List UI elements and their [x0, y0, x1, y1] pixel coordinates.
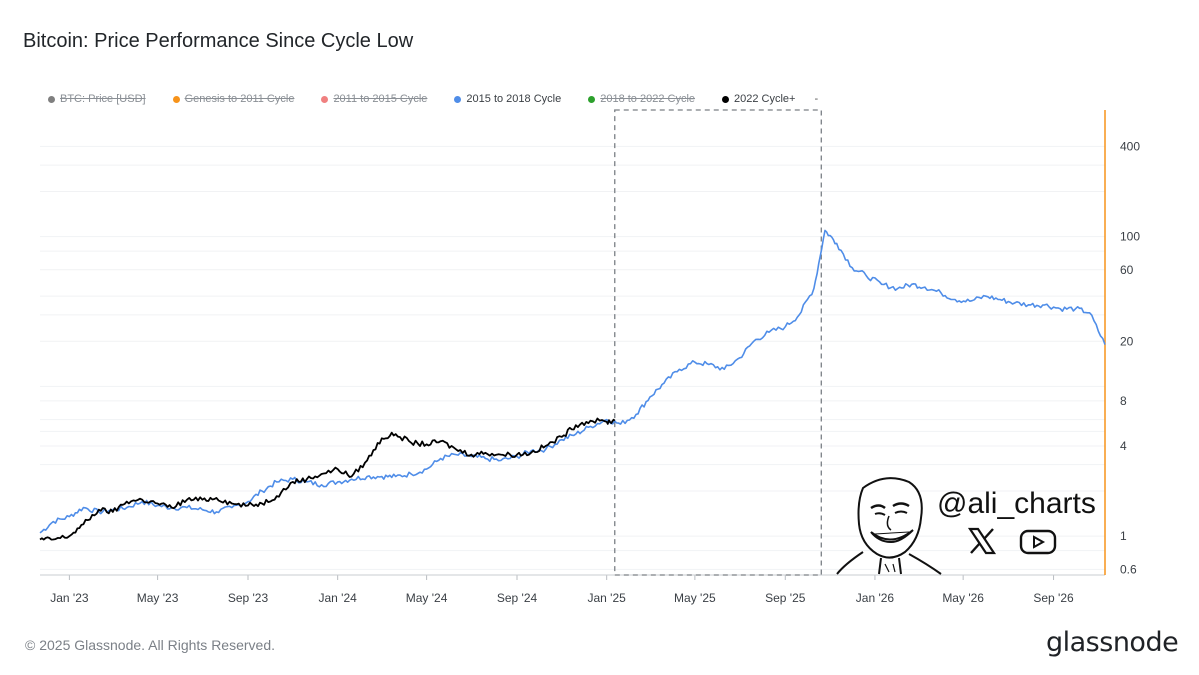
- y-tick-label: 4: [1120, 439, 1127, 453]
- x-tick-label: May '25: [674, 591, 716, 605]
- x-tick-label: Sep '25: [765, 591, 806, 605]
- y-tick-label: 1: [1120, 529, 1127, 543]
- x-tick-label: Jan '23: [50, 591, 89, 605]
- legend: BTC: Price [USD] Genesis to 2011 Cycle 2…: [48, 93, 818, 105]
- legend-label: Genesis to 2011 Cycle: [184, 93, 295, 105]
- youtube-icon: [1019, 529, 1057, 555]
- legend-label: 2015 to 2018 Cycle: [466, 93, 562, 105]
- x-logo-icon: [967, 527, 997, 555]
- y-tick-label: 60: [1120, 263, 1134, 277]
- legend-dot-icon: [722, 95, 730, 103]
- x-tick-label: May '23: [137, 591, 179, 605]
- x-tick-label: Sep '26: [1033, 591, 1074, 605]
- series-line-2022-cycle: [39, 417, 616, 541]
- legend-label: BTC: Price [USD]: [60, 93, 146, 105]
- x-tick-label: Sep '24: [497, 591, 538, 605]
- y-tick-label: 400: [1120, 139, 1140, 153]
- legend-more-toggle[interactable]: -: [814, 93, 819, 105]
- series-line-2015-2018: [39, 229, 1106, 534]
- legend-dot-icon: [588, 95, 596, 103]
- x-tick-label: Jan '25: [588, 591, 627, 605]
- highlight-region-box: [614, 109, 822, 576]
- x-tick-label: May '24: [406, 591, 448, 605]
- glassnode-logo: glassnode: [1046, 627, 1179, 658]
- y-tick-label: 0.6: [1120, 562, 1137, 576]
- legend-item-2022-cycle[interactable]: 2022 Cycle+: [722, 93, 795, 105]
- x-tick-label: May '26: [942, 591, 984, 605]
- legend-item-genesis-2011[interactable]: Genesis to 2011 Cycle: [172, 93, 295, 105]
- y-tick-label: 8: [1120, 394, 1127, 408]
- legend-label: 2022 Cycle+: [734, 93, 796, 105]
- copyright-footer: © 2025 Glassnode. All Rights Reserved.: [25, 637, 276, 653]
- legend-dot-icon: [454, 95, 462, 103]
- legend-dot-icon: [48, 95, 55, 103]
- watermark-handle: @ali_charts: [937, 487, 1096, 520]
- x-tick-label: Jan '26: [856, 591, 895, 605]
- legend-dot-icon: [321, 95, 329, 103]
- legend-item-btc-price[interactable]: BTC: Price [USD]: [48, 93, 146, 105]
- face-avatar-icon: [836, 477, 942, 575]
- legend-label: 2011 to 2015 Cycle: [333, 93, 428, 105]
- x-tick-label: Jan '24: [319, 591, 358, 605]
- legend-item-2015-2018[interactable]: 2015 to 2018 Cycle: [454, 93, 561, 105]
- y-tick-label: 20: [1120, 334, 1134, 348]
- legend-dot-icon: [172, 95, 180, 103]
- chart-title: Bitcoin: Price Performance Since Cycle L…: [23, 30, 414, 52]
- legend-item-2011-2015[interactable]: 2011 to 2015 Cycle: [321, 93, 427, 105]
- legend-item-2018-2022[interactable]: 2018 to 2022 Cycle: [588, 93, 695, 105]
- y-tick-label: 100: [1120, 230, 1140, 244]
- x-tick-label: Sep '23: [228, 591, 269, 605]
- legend-label: 2018 to 2022 Cycle: [600, 93, 696, 105]
